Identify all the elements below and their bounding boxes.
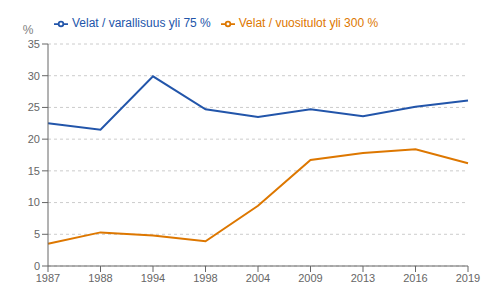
svg-text:5: 5 (34, 228, 40, 240)
svg-text:2009: 2009 (298, 272, 322, 284)
svg-text:2013: 2013 (351, 272, 375, 284)
svg-text:1987: 1987 (36, 272, 60, 284)
svg-text:20: 20 (28, 133, 40, 145)
svg-text:1994: 1994 (141, 272, 165, 284)
svg-text:1988: 1988 (88, 272, 112, 284)
svg-text:1998: 1998 (193, 272, 217, 284)
html-text:Velat / varallisuus yli 75 %: Velat / varallisuus yli 75 % (72, 16, 211, 30)
svg-text:30: 30 (28, 70, 40, 82)
svg-text:0: 0 (34, 260, 40, 272)
svg-text:10: 10 (28, 196, 40, 208)
svg-text:15: 15 (28, 165, 40, 177)
svg-text:35: 35 (28, 38, 40, 50)
svg-text:%: % (23, 23, 34, 37)
html-text:Velat / vuositulot yli 300 %: Velat / vuositulot yli 300 % (238, 16, 379, 30)
svg-text:2019: 2019 (456, 272, 480, 284)
svg-text:25: 25 (28, 101, 40, 113)
svg-text:2016: 2016 (403, 272, 427, 284)
svg-text:2004: 2004 (246, 272, 270, 284)
